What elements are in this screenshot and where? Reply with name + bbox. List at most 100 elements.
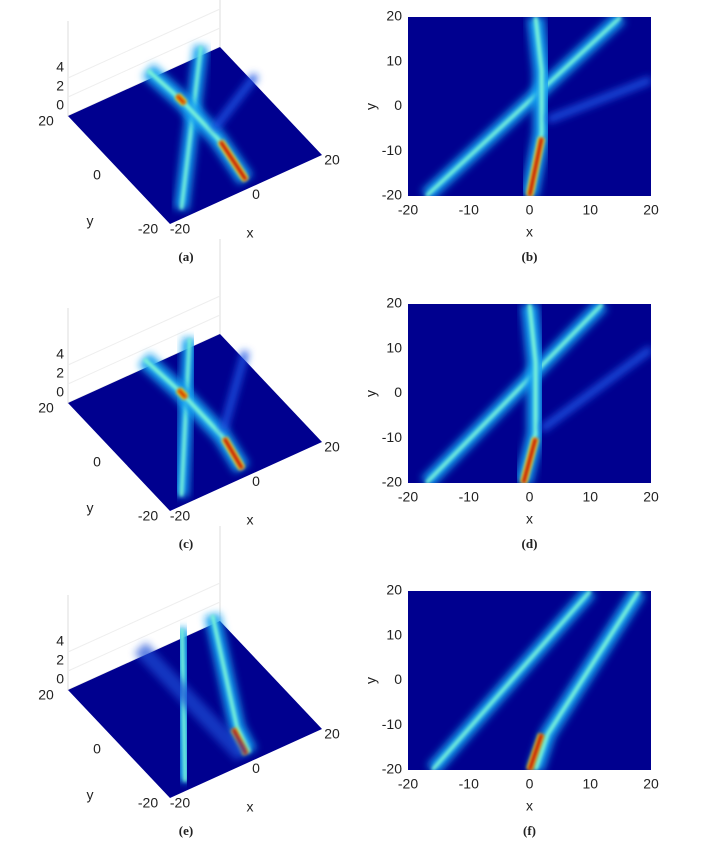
y-tick-label: -20 <box>382 474 402 490</box>
z-tick-label: 0 <box>56 384 64 400</box>
x-tick-label: 10 <box>582 489 598 505</box>
y-tick-label: -20 <box>382 187 402 203</box>
heatmap-image <box>421 304 651 483</box>
grid-line <box>67 601 221 672</box>
streak-core <box>210 614 252 754</box>
panel-label: (f) <box>523 823 536 838</box>
y-tick-label: 0 <box>394 384 402 400</box>
x-tick-label: 0 <box>526 202 534 218</box>
y-axis-label: y <box>363 390 379 397</box>
x-tick-label: 20 <box>324 439 340 455</box>
x-tick-label: -20 <box>170 221 190 237</box>
streak-red <box>177 388 188 399</box>
x-axis-label: x <box>526 224 533 240</box>
y-axis-label: y <box>363 677 379 684</box>
y-tick-label: -20 <box>138 221 158 237</box>
grid-line <box>67 314 221 385</box>
grid-line <box>67 582 221 653</box>
x-tick-label: 20 <box>324 726 340 742</box>
z-tick-label: 4 <box>56 59 64 75</box>
panel: -20 -10 0 10 20 -20 -10 0 10 20 x y (f) <box>363 582 659 838</box>
x-axis-label: x <box>247 512 254 528</box>
heatmap-image <box>427 591 646 770</box>
streak-red <box>222 437 244 470</box>
x-tick-label: -10 <box>459 202 479 218</box>
panel-label: (c) <box>179 536 193 551</box>
z-tick-label: 0 <box>56 671 64 687</box>
x-tick-label: -10 <box>459 776 479 792</box>
heatmap-image <box>421 17 651 196</box>
x-tick-label: 0 <box>252 473 260 489</box>
x-tick-label: -20 <box>398 202 418 218</box>
y-tick-label: 0 <box>93 167 101 183</box>
panel: -20 -10 0 10 20 -20 -10 0 10 20 x y (b) <box>363 8 659 264</box>
y-tick-label: 20 <box>386 8 402 24</box>
panel-label: (a) <box>178 249 193 264</box>
y-tick-label: 20 <box>386 582 402 598</box>
x-tick-label: -20 <box>398 776 418 792</box>
z-tick-label: 4 <box>56 633 64 649</box>
streak-core <box>425 17 622 196</box>
y-axis-label: y <box>363 103 379 110</box>
panel-label: (e) <box>179 823 193 838</box>
y-axis-label: y <box>87 500 94 516</box>
streak-core <box>533 591 641 770</box>
streak-core <box>179 338 192 497</box>
y-tick-label: 10 <box>386 339 402 355</box>
z-tick-label: 0 <box>56 97 64 113</box>
x-axis-label: x <box>247 225 254 241</box>
surface-floor <box>68 334 322 511</box>
z-tick-label: 2 <box>56 365 64 381</box>
y-tick-label: -10 <box>382 716 402 732</box>
panel-label: (d) <box>522 536 538 551</box>
streak-red <box>218 140 248 181</box>
y-tick-label: -20 <box>382 761 402 777</box>
streak-red <box>527 137 544 196</box>
x-tick-label: 10 <box>582 202 598 218</box>
y-tick-label: 0 <box>93 741 101 757</box>
x-tick-label: 20 <box>324 152 340 168</box>
streak-red <box>527 733 544 770</box>
panel-label: (b) <box>522 249 538 264</box>
z-tick-label: 2 <box>56 78 64 94</box>
x-axis-label: x <box>526 798 533 814</box>
x-tick-label: 0 <box>526 776 534 792</box>
y-axis-label: y <box>87 213 94 229</box>
y-tick-label: 20 <box>38 687 54 703</box>
y-tick-label: 20 <box>386 295 402 311</box>
x-axis-label: x <box>247 799 254 815</box>
x-axis-label: x <box>526 511 533 527</box>
streak <box>134 642 249 762</box>
x-tick-label: 0 <box>252 186 260 202</box>
streak-glow <box>539 345 651 433</box>
y-tick-label: 20 <box>38 400 54 416</box>
grid-line <box>67 8 221 79</box>
x-tick-label: 20 <box>643 489 659 505</box>
streak-glow <box>219 350 249 433</box>
y-tick-label: 10 <box>386 52 402 68</box>
x-tick-label: 0 <box>252 760 260 776</box>
y-axis-label: y <box>87 787 94 803</box>
grid-line <box>67 295 221 366</box>
streak-red <box>521 437 538 483</box>
x-tick-label: 20 <box>643 776 659 792</box>
y-tick-label: 0 <box>394 97 402 113</box>
y-tick-label: -10 <box>382 142 402 158</box>
x-tick-label: -10 <box>459 489 479 505</box>
x-tick-label: 0 <box>526 489 534 505</box>
y-tick-label: 20 <box>38 113 54 129</box>
streak-glow <box>546 76 651 124</box>
y-tick-label: -20 <box>138 795 158 811</box>
panel: -20 -10 0 10 20 -20 -10 0 10 20 x y (d) <box>363 295 659 551</box>
x-tick-label: -20 <box>170 508 190 524</box>
surface-image <box>138 337 250 497</box>
x-tick-label: 10 <box>582 776 598 792</box>
y-tick-label: 0 <box>394 671 402 687</box>
streak-core <box>430 591 592 770</box>
z-tick-label: 2 <box>56 652 64 668</box>
y-tick-label: -20 <box>138 508 158 524</box>
